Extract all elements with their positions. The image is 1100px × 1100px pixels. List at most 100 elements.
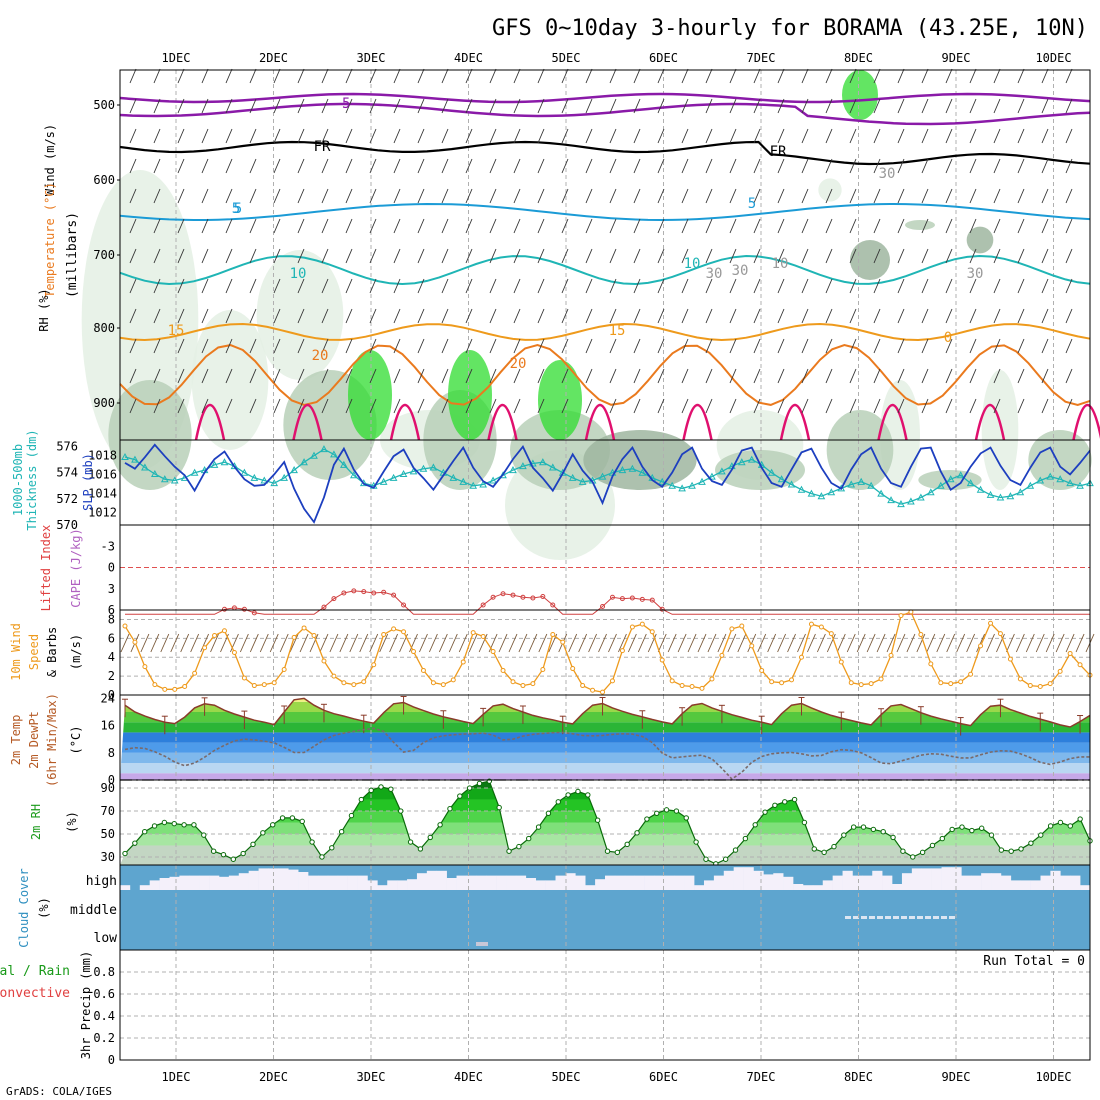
wind-barb-10m	[319, 633, 329, 653]
wind-barb	[825, 398, 833, 414]
wind-barb	[129, 158, 137, 174]
temp-band	[120, 698, 1090, 702]
wind-barb	[561, 128, 569, 144]
bottom-day-label: 7DEC	[747, 1070, 776, 1084]
wind-barb-10m	[140, 633, 150, 653]
cloud-high-bar	[783, 876, 794, 890]
cloud-mid-gap	[877, 916, 883, 919]
wind-barb	[513, 218, 521, 234]
rh-point	[122, 850, 128, 857]
wind-barb	[513, 68, 521, 84]
wind-barb	[705, 368, 713, 384]
thickness-point	[638, 468, 647, 476]
rh-tick-label: 30	[101, 850, 115, 864]
slp-tick-label: 1012	[88, 506, 117, 520]
cloud-mid-gap	[925, 916, 931, 919]
wind-barb-10m	[359, 633, 369, 653]
cloud-high-bar	[1050, 870, 1061, 890]
cloud-high-bar	[723, 870, 734, 890]
wind-barb	[993, 308, 1001, 324]
wind-barb	[249, 158, 257, 174]
wind-tick-label: 8	[108, 612, 115, 626]
wind-barb	[633, 368, 641, 384]
wind-barb	[1017, 278, 1025, 294]
precip-total-label: Total / Rain	[0, 964, 70, 979]
wind-barb	[297, 368, 305, 384]
rh-point	[506, 848, 512, 854]
wind-barb	[681, 278, 689, 294]
wind-barb	[393, 158, 401, 174]
wind-barb	[225, 368, 233, 384]
thickness-point	[548, 463, 557, 471]
wind-speed-point	[401, 629, 407, 635]
wind-speed-line	[124, 611, 1091, 693]
temperature-panel: 24 16 8 0 2m Temp 2m DewPt (6hr Min/Max) (°C)	[9, 691, 1091, 787]
wind-barb	[249, 98, 257, 114]
contour-label: 15	[609, 323, 626, 339]
cloud-high-bar	[684, 875, 695, 890]
wind-barb	[321, 368, 329, 384]
pressure-tick-label: 900	[93, 396, 115, 410]
rh-band	[120, 845, 1090, 865]
lifted-index-line	[125, 590, 1090, 615]
wind-barb	[345, 98, 353, 114]
thickness-point	[718, 467, 726, 475]
contour-label: 20	[312, 348, 329, 364]
rh-point	[880, 828, 886, 835]
wind-barb	[681, 98, 689, 114]
wind-speed-point	[997, 631, 1003, 637]
wind-barb	[585, 218, 593, 234]
wind-speed-point	[182, 684, 188, 689]
wind-barb	[393, 398, 401, 414]
wind-speed-point	[769, 679, 775, 685]
thickness-point	[429, 463, 438, 471]
cloud-high-bar	[852, 875, 863, 890]
wind-barb	[873, 158, 881, 174]
wind-barb-10m	[568, 633, 578, 653]
thickness-point	[628, 464, 637, 472]
wind-barb	[153, 158, 161, 174]
wind-barb-10m	[468, 633, 478, 653]
thickness-point	[926, 488, 935, 496]
rh-point	[978, 825, 985, 831]
wind-barb	[873, 98, 881, 114]
wind-speed-point	[430, 680, 436, 686]
wind-barb	[369, 158, 377, 174]
wind-barb	[753, 338, 761, 354]
wind-barb	[201, 308, 209, 324]
wind-barb	[153, 368, 161, 384]
wind-barb-10m	[598, 633, 607, 653]
wind-barb	[969, 158, 977, 174]
wind-barb	[561, 188, 569, 204]
temperature-axis-label: Temperature (°C)	[43, 182, 57, 298]
wind-tick-label: 0	[108, 688, 115, 702]
wind-speed-point	[411, 649, 417, 655]
thickness-point	[250, 473, 259, 481]
wind-barb	[153, 398, 161, 414]
rh-point	[338, 828, 345, 835]
wind-barb	[705, 398, 713, 414]
wind-barb	[705, 248, 713, 264]
cloud-high-bar	[812, 885, 824, 890]
wind-barb	[441, 68, 449, 84]
wind-speed-point	[460, 659, 466, 665]
rh-point	[870, 826, 877, 833]
rh-point	[821, 849, 827, 856]
wind-barb	[441, 158, 449, 174]
wind-barb	[969, 248, 977, 264]
wind-barb	[561, 68, 569, 84]
wind-speed-point	[1057, 668, 1063, 674]
wind-speed-point	[789, 677, 795, 683]
wind-barb	[609, 158, 617, 174]
thickness-point	[996, 493, 1005, 501]
rh-point	[703, 856, 709, 862]
rh-tick-label: 90	[101, 781, 115, 795]
wind-barb	[753, 308, 761, 324]
wind-barb	[729, 188, 737, 204]
wind-barb	[849, 248, 857, 264]
wind-barb	[1065, 68, 1073, 84]
wind-barb	[177, 98, 185, 114]
wind-barb-10m	[936, 633, 946, 653]
rh-point	[841, 832, 847, 838]
wind-barb	[441, 338, 449, 354]
